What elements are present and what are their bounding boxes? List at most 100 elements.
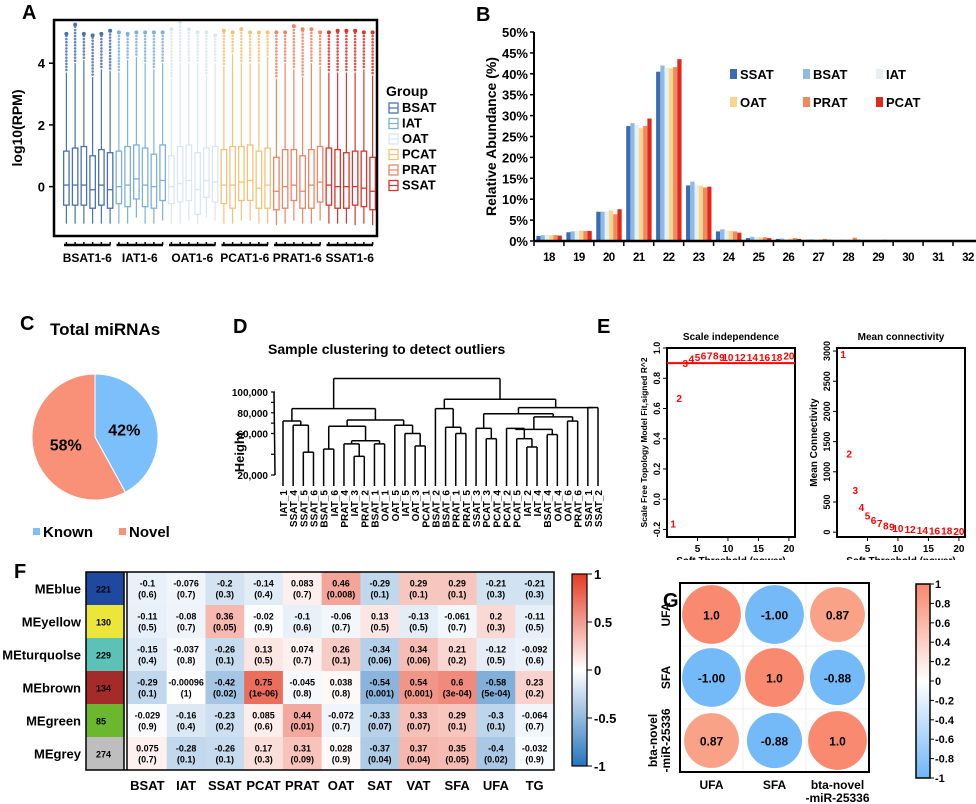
box-iqr: [106, 152, 114, 209]
outlier-point: [196, 47, 199, 50]
cell-value: -0.21: [524, 579, 545, 589]
outlier-point: [336, 62, 339, 66]
x-tick-label: 5: [865, 544, 871, 555]
colorbar-tick-label: 1: [594, 567, 601, 582]
point-label-8: 8: [883, 522, 889, 533]
heatmap-cell: [128, 605, 168, 639]
outlier-point: [126, 47, 129, 50]
outlier-point: [152, 62, 156, 66]
bar-BSAT-21: [630, 123, 635, 241]
outlier-point: [117, 50, 121, 53]
box-iqr: [369, 156, 376, 211]
outlier-point: [73, 44, 77, 47]
outlier-point: [345, 56, 348, 59]
x-tick-label: 10: [892, 544, 904, 555]
x-tick-label: 15: [753, 544, 765, 555]
box-25: [281, 30, 289, 224]
cell-value: -0.076: [173, 579, 199, 589]
heatmap-cell: [437, 572, 478, 606]
outlier-point: [100, 50, 103, 53]
outlier-point: [108, 64, 112, 67]
legend-swatch: [33, 528, 40, 535]
cell-pvalue: (0.07): [368, 722, 392, 732]
outlier-point: [310, 37, 313, 41]
outlier-point: [345, 59, 348, 63]
cell-pvalue: (1): [181, 689, 192, 699]
box-27: [299, 27, 306, 224]
outlier-point: [161, 59, 164, 63]
module-color-block: [86, 572, 124, 605]
heatmap-cell: [166, 638, 206, 672]
outlier-point: [240, 34, 243, 38]
outlier-point: [73, 59, 77, 63]
outlier-point: [170, 37, 173, 41]
outlier-point: [310, 44, 313, 47]
bar-IAT-19: [574, 230, 580, 241]
corr-value: -0.88: [761, 735, 789, 749]
column-label: SAT: [367, 778, 392, 793]
outlier-point: [300, 27, 305, 32]
outlier-point: [362, 40, 366, 44]
heatmap-cell: [128, 671, 168, 705]
y-tick-label: -0.2: [652, 522, 662, 538]
heatmap-cell: [515, 737, 555, 771]
outlier-point: [371, 37, 374, 41]
outlier-point: [143, 50, 147, 53]
box-2: [80, 31, 88, 224]
cell-pvalue: (0.2): [448, 656, 467, 666]
row-label: MEbrown: [23, 681, 82, 696]
outlier-point: [248, 56, 252, 59]
outlier-point: [301, 64, 304, 67]
leaf-label: PRAT_2: [360, 490, 371, 528]
outlier-point: [327, 47, 331, 50]
outlier-point: [222, 53, 226, 56]
cell-value: 0.13: [371, 612, 389, 622]
outlier-point: [371, 40, 374, 44]
outlier-point: [353, 40, 357, 44]
x-tick-label: 28: [842, 252, 855, 264]
column-label: SFA: [445, 778, 471, 793]
x-axis-label: Length: [930, 278, 976, 280]
outlier-point: [231, 40, 234, 44]
outlier-point: [178, 40, 182, 44]
cell-pvalue: (0.5): [254, 656, 273, 666]
cell-value: -0.4: [488, 744, 504, 754]
outlier-point: [143, 56, 147, 59]
group-label: IAT1-6: [122, 251, 158, 265]
y-tick-label: 0.4: [652, 432, 662, 445]
heatmap-cell: [476, 572, 516, 606]
outlier-point: [205, 37, 208, 41]
bar-BSAT-19: [570, 231, 575, 241]
outlier-point: [370, 30, 375, 35]
outlier-point: [240, 44, 243, 47]
point-label-2: 2: [676, 394, 682, 405]
cell-value: -0.21: [486, 579, 507, 589]
leaf-label: SSAT_2: [594, 490, 605, 527]
cell-pvalue: (0.1): [216, 656, 235, 666]
outlier-point: [283, 50, 287, 53]
x-tick-label: 18: [543, 252, 556, 264]
outlier-point: [292, 65, 296, 69]
module-color-block: [86, 638, 124, 671]
module-size: 130: [96, 618, 111, 628]
corr-circle: [810, 587, 865, 642]
bar-SSAT-25: [745, 238, 751, 241]
cell-value: 0.33: [410, 711, 428, 721]
colorbar-tick-label: 0.6: [935, 618, 950, 630]
outlier-point: [353, 56, 357, 59]
heatmap-cell: [244, 638, 284, 672]
cell-value: -0.13: [408, 612, 429, 622]
bar-BSAT-23: [690, 181, 695, 241]
cell-pvalue: (0.5): [487, 656, 506, 666]
corr-circle: [746, 712, 803, 769]
outlier-point: [371, 56, 374, 59]
column-label: BSAT: [130, 778, 164, 793]
outlier-point: [257, 50, 261, 53]
outlier-point: [73, 28, 77, 32]
outlier-point: [170, 40, 173, 44]
outlier-point: [283, 53, 287, 56]
cell-pvalue: (0.06): [368, 656, 392, 666]
outlier-point: [152, 59, 156, 63]
point-label-20: 20: [953, 527, 965, 538]
row-label: SFA: [659, 666, 673, 690]
